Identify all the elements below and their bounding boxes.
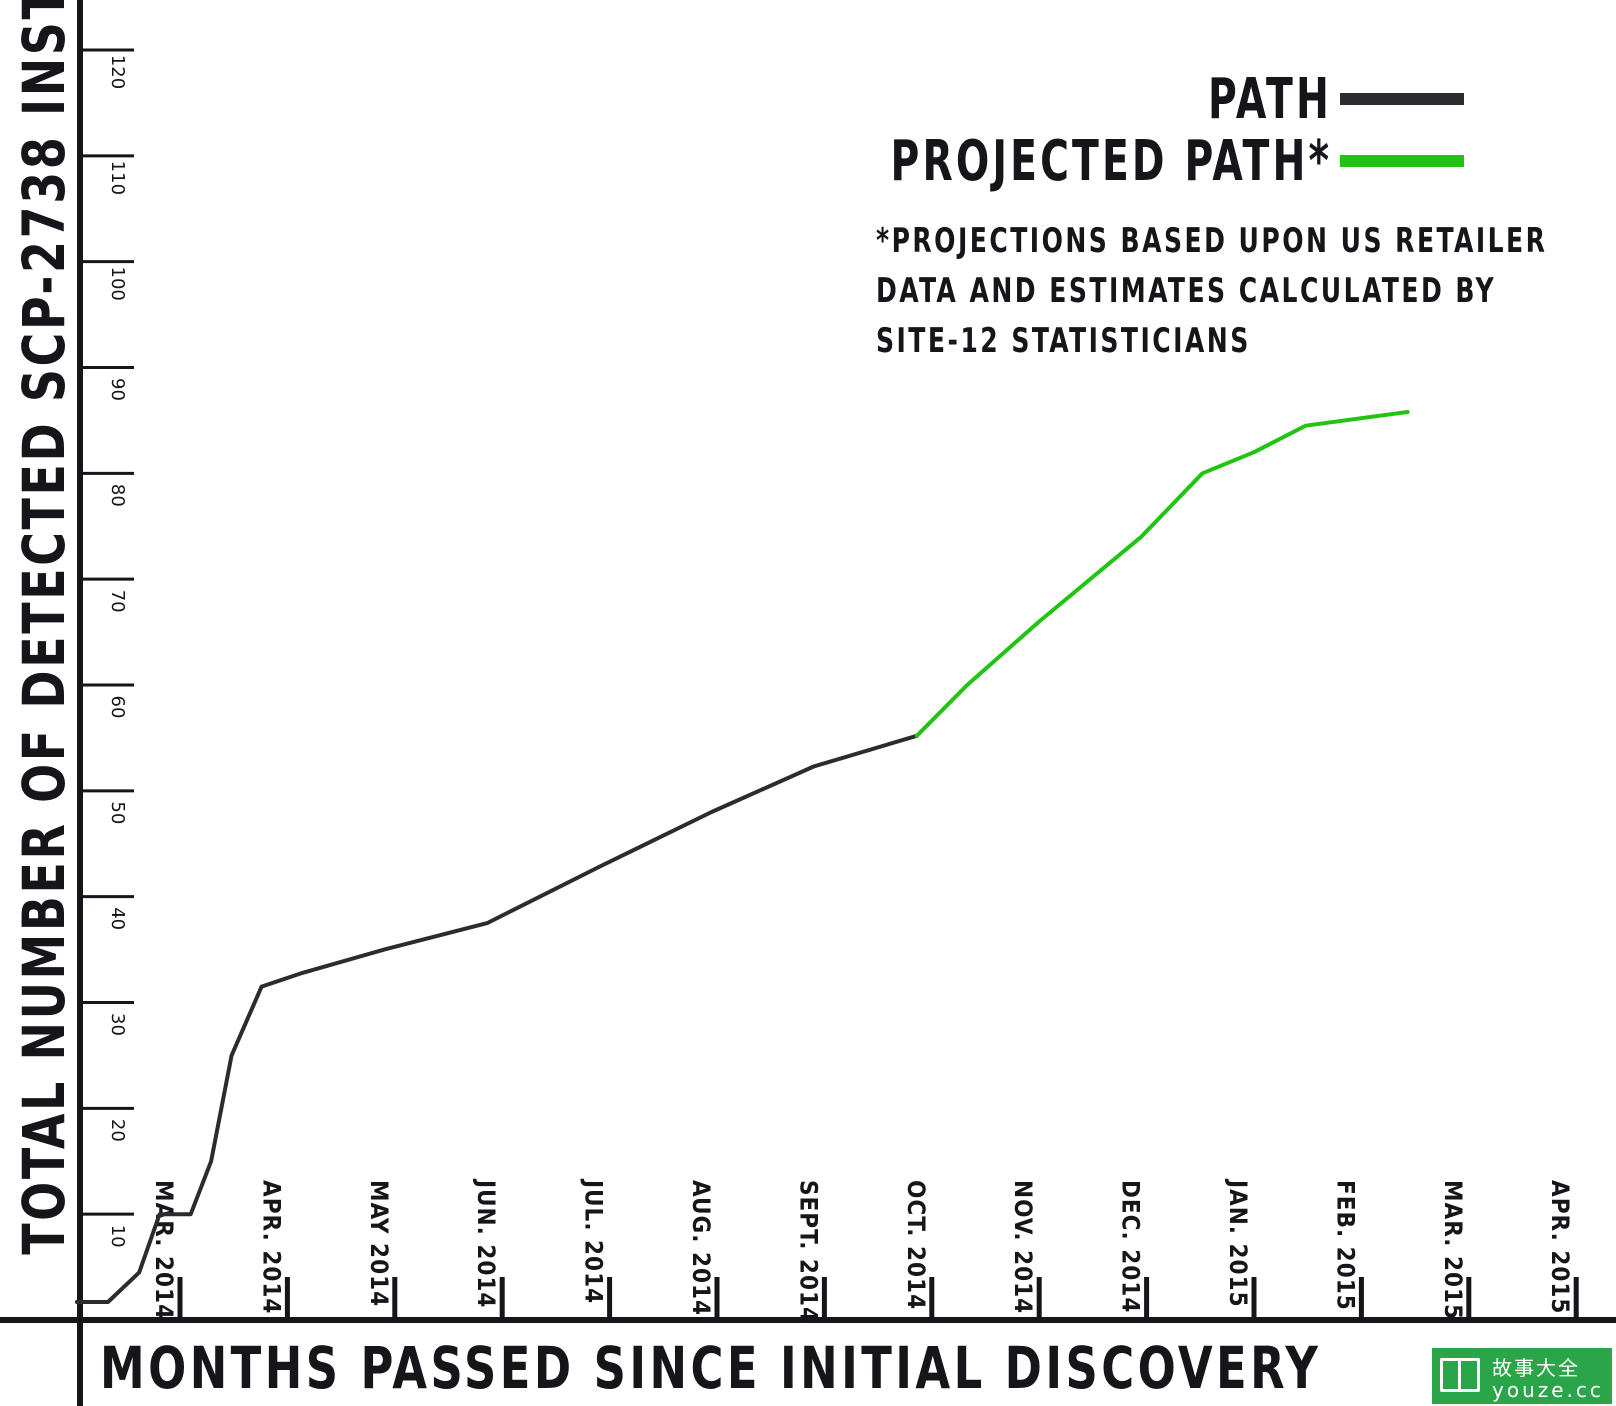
x-tick-label: FEB. 2015 [1331,1180,1359,1311]
y-tick-label: 10 [107,1225,128,1248]
legend-swatch-path [1340,93,1464,105]
x-tick-label: APR. 2015 [1546,1180,1574,1314]
y-tick-label: 40 [107,907,128,930]
y-tick-label: 90 [107,378,128,401]
legend-swatch-projected-path [1340,155,1464,167]
x-tick-label: JAN. 2015 [1224,1178,1252,1308]
projection-note-line: DATA AND ESTIMATES CALCULATED BY [876,271,1497,311]
projection-note: *PROJECTIONS BASED UPON US RETAILER DATA… [876,216,1548,366]
x-axis-label: MONTHS PASSED SINCE INITIAL DISCOVERY [100,1334,1322,1402]
x-tick-label: MAR. 2014 [150,1180,178,1320]
y-ticks: 10 20 30 40 50 60 70 80 90 100 110 120 [80,48,134,1248]
y-tick-label: 70 [107,590,128,613]
badge-text-bottom: youze.cc [1492,1378,1604,1402]
projection-note-line: SITE-12 STATISTICIANS [876,321,1251,361]
series-line-projected-path [914,410,1410,738]
series-lines [74,410,1410,1304]
x-tick-label: MAY 2014 [365,1180,393,1307]
legend: PATH PROJECTED PATH* [766,66,1464,194]
watermark-badge: 故事大全 youze.cc [1432,1348,1612,1404]
y-tick-label: 20 [107,1119,128,1142]
book-icon [1440,1358,1480,1392]
x-tick-label: APR. 2014 [257,1180,285,1314]
y-tick-label: 30 [107,1013,128,1036]
y-tick-label: 120 [107,55,128,89]
legend-label-projected-path: PROJECTED PATH* [890,128,1332,194]
x-tick-label: MAR. 2015 [1439,1180,1467,1320]
series-line-path [74,733,919,1304]
y-axis-label: TOTAL NUMBER OF DETECTED SCP-2738 INSTAN… [10,0,78,1255]
y-tick-label: 110 [107,161,128,195]
y-tick-label: 60 [107,696,128,719]
legend-entry-projected-path: PROJECTED PATH* [766,128,1464,194]
x-tick-label: NOV. 2014 [1009,1180,1037,1314]
y-tick-label: 80 [107,484,128,507]
projection-note-line: *PROJECTIONS BASED UPON US RETAILER [876,221,1548,261]
y-tick-label: 50 [107,801,128,824]
x-tick-label: SEPT. 2014 [794,1180,822,1323]
y-tick-label: 100 [107,266,128,300]
legend-label-path: PATH [1208,66,1332,132]
x-tick-label: JUL. 2014 [580,1178,608,1304]
x-tick-label: JUN. 2014 [472,1178,500,1308]
x-tick-label: AUG. 2014 [687,1180,715,1316]
badge-text-top: 故事大全 [1492,1356,1580,1380]
x-tick-label: DEC. 2014 [1117,1180,1145,1313]
x-ticks: MAR. 2014 APR. 2014 MAY 2014 JUN. 2014 JUL. … [150,1178,1579,1323]
legend-entry-path: PATH [766,66,1464,132]
x-tick-label: OCT. 2014 [902,1180,930,1310]
